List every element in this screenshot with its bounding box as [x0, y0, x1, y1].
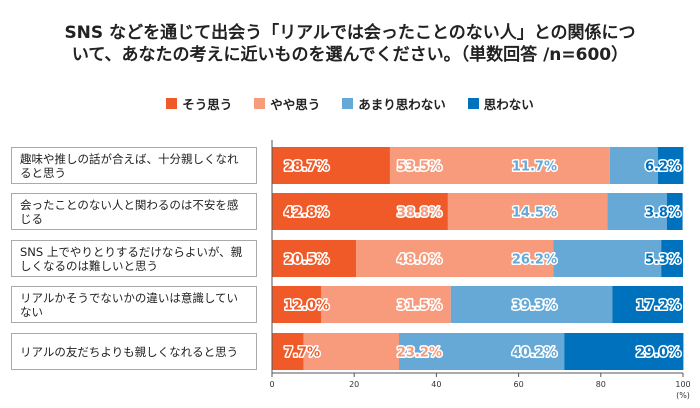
x-tick-label: 40 — [431, 380, 441, 389]
data-label: 40.2% — [512, 346, 557, 361]
data-label: 53.5% — [397, 160, 442, 175]
category-label: 趣味や推しの話が合えば、十分親しくなれると思う — [11, 147, 257, 184]
legend-item: 思わない — [467, 94, 534, 113]
legend-item: やや思う — [254, 94, 320, 113]
data-label: 14.5% — [512, 206, 557, 221]
bar-segment — [661, 240, 683, 277]
data-label: 12.0% — [284, 299, 329, 314]
data-label: 7.7% — [284, 346, 320, 361]
data-label: 5.3% — [645, 253, 681, 268]
data-label: 23.2% — [397, 346, 442, 361]
bar-segment — [447, 193, 608, 230]
x-unit-label: (%) — [676, 391, 690, 400]
bar-segment — [272, 147, 390, 184]
bar-segment — [553, 240, 662, 277]
data-label: 39.3% — [512, 299, 557, 314]
category-label: リアルかそうでないかの違いは意識していない — [11, 286, 257, 323]
bar-segment — [321, 286, 451, 323]
x-tick-label: 0 — [269, 380, 274, 389]
bar-segment — [564, 333, 684, 370]
bar-segment — [607, 193, 667, 230]
data-label: 6.2% — [645, 160, 681, 175]
x-tick-label: 60 — [514, 380, 524, 389]
bar-segment — [356, 240, 554, 277]
x-tick-label: 100 — [675, 380, 690, 389]
legend-swatch — [342, 98, 354, 109]
bar-segment — [272, 286, 322, 323]
data-label: 20.5% — [284, 253, 329, 268]
bar-segment — [657, 147, 684, 184]
data-label: 26.2% — [512, 253, 557, 268]
bar-segment — [612, 286, 683, 323]
bar-segment — [272, 333, 304, 370]
data-label: 28.7% — [284, 160, 329, 175]
legend-label: あまり思わない — [358, 97, 446, 112]
legend-item: そう思う — [166, 94, 232, 113]
legend-swatch — [166, 98, 178, 109]
chart-title: SNS などを通じて出会う「リアルでは会ったことのない人」との関係につ いて、あ… — [0, 22, 700, 66]
legend-swatch — [467, 98, 479, 109]
data-label: 48.0% — [397, 253, 442, 268]
data-label: 38.8% — [397, 206, 442, 221]
bar-segment — [389, 147, 610, 184]
bar-segment — [450, 286, 613, 323]
title-line-2: いて、あなたの考えに近いものを選んでください。（単数回答 /n=600） — [71, 45, 629, 65]
data-label: 17.2% — [636, 299, 681, 314]
category-label: SNS 上でやりとりするだけならよいが、親しくなるのは難しいと思う — [11, 240, 257, 277]
legend-label: 思わない — [483, 97, 534, 112]
data-label: 3.8% — [645, 206, 681, 221]
legend: そう思う やや思う あまり思わない 思わない — [0, 94, 700, 113]
bar-segment — [303, 333, 399, 370]
data-label: 31.5% — [397, 299, 442, 314]
bar-segment — [398, 333, 565, 370]
data-label: 29.0% — [636, 346, 681, 361]
x-tick-label: 20 — [349, 380, 359, 389]
bar-segment — [666, 193, 683, 230]
data-label: 42.8% — [284, 206, 329, 221]
legend-label: やや思う — [270, 97, 321, 112]
data-label: 11.7% — [512, 160, 557, 175]
bar-segment — [272, 240, 357, 277]
legend-swatch — [254, 98, 266, 109]
title-line-1: SNS などを通じて出会う「リアルでは会ったことのない人」との関係につ — [64, 23, 636, 43]
legend-label: そう思う — [182, 97, 233, 112]
legend-item: あまり思わない — [342, 94, 446, 113]
category-label: リアルの友だちよりも親しくなれると思う — [11, 333, 257, 370]
bar-segment — [272, 193, 448, 230]
category-label: 会ったことのない人と関わるのは不安を感じる — [11, 193, 257, 230]
bar-segment — [609, 147, 658, 184]
x-tick-label: 80 — [596, 380, 606, 389]
